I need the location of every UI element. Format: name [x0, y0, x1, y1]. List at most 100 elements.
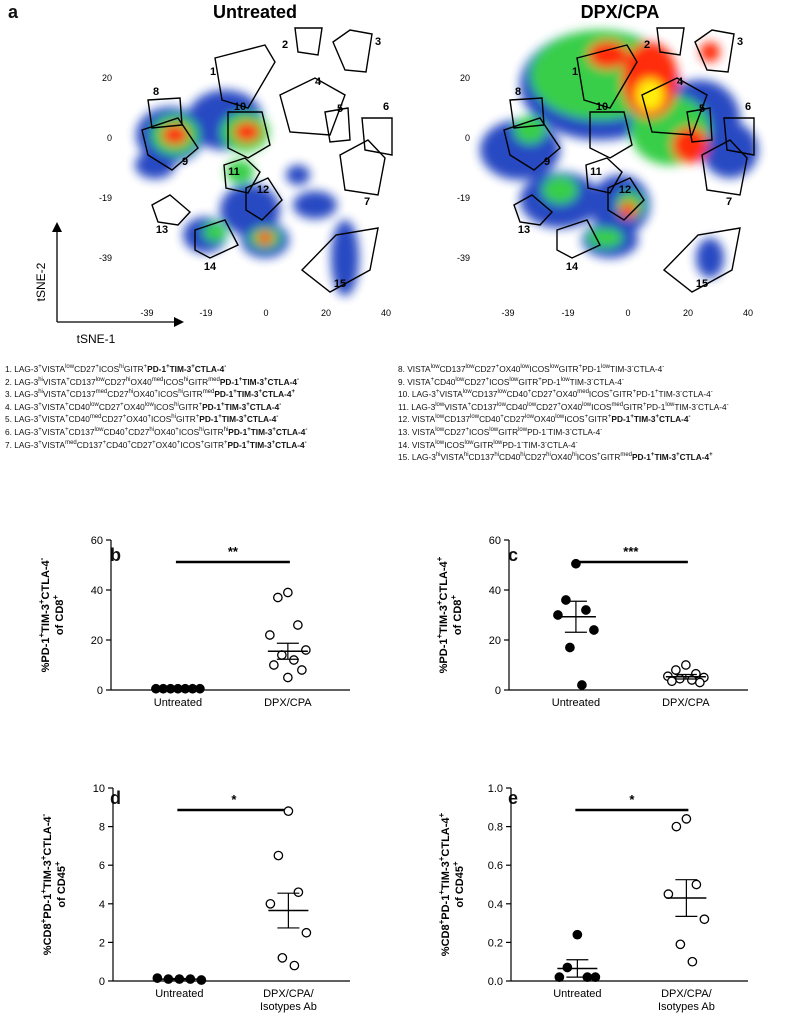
cluster-label-14: 14	[566, 261, 579, 273]
data-point	[289, 655, 299, 665]
tsne-y-tick: -19	[457, 193, 470, 203]
data-point	[301, 927, 312, 938]
data-point	[277, 952, 288, 963]
cluster-gate-10	[589, 111, 633, 159]
y-tick-label: 0.0	[488, 976, 503, 988]
significance-label: *	[231, 792, 237, 807]
legend-line: 15. LAG-3hiVISTAhiCD137hiCD40hiCD27hiOX4…	[398, 452, 713, 463]
cluster-legend-right: 8. VISTAlowCD137lowCD27+OX40lowICOSlowGI…	[398, 363, 729, 464]
tsne-y-tick: 0	[465, 133, 470, 143]
cluster-label-2: 2	[282, 39, 288, 51]
y-tick-label: 2	[99, 937, 105, 949]
data-point	[687, 956, 698, 967]
data-point	[152, 973, 163, 983]
significance-label: **	[228, 544, 239, 559]
cluster-label-10: 10	[234, 101, 246, 113]
cluster-label-1: 1	[572, 66, 578, 78]
y-axis-label-2: of CD45+	[451, 861, 466, 908]
tsne-x-tick: 20	[321, 308, 331, 318]
data-point	[691, 879, 702, 890]
data-point	[283, 672, 293, 683]
data-point	[561, 595, 571, 605]
y-tick-label: 4	[99, 899, 105, 911]
cluster-gate-9	[503, 117, 561, 171]
cluster-label-10: 10	[596, 101, 608, 113]
density-blob	[286, 165, 310, 185]
density-blob	[696, 238, 724, 278]
tsne-y-tick: 20	[460, 73, 470, 83]
data-point	[277, 650, 287, 660]
cluster-gate-6	[723, 117, 755, 156]
data-point	[699, 914, 710, 925]
scatter-plot-b: 0 20 40 60 Untreated DPX/CPA ** %PD-1+TIM-3+CTL…	[37, 535, 350, 709]
data-point	[671, 665, 681, 675]
density-layer	[135, 90, 359, 296]
x-category-label: Untreated	[154, 697, 202, 709]
cluster-legend-left: 1. LAG-3+VISTAlowCD27+ICOShiGITR+PD-1+TI…	[5, 363, 307, 451]
cluster-gate-14	[194, 219, 239, 259]
data-point	[562, 962, 573, 973]
x-category-label: Untreated	[553, 988, 601, 1000]
density-blob	[293, 191, 337, 219]
cluster-gate-11	[585, 157, 623, 194]
data-point	[293, 620, 303, 630]
x-category-label: DPX/CPA/	[263, 988, 314, 1000]
data-point	[571, 558, 581, 569]
density-blob	[636, 79, 664, 111]
cluster-label-2: 2	[644, 39, 650, 51]
y-axis-label: %CD8+PD-1+TIM-3+CTLA-4+	[437, 812, 452, 956]
density-blob	[542, 176, 578, 204]
x-category-label: DPX/CPA/	[661, 988, 712, 1000]
cluster-gate-4	[279, 77, 346, 136]
cluster-label-3: 3	[737, 36, 743, 48]
x-category-label: Isotypes Ab	[658, 1001, 715, 1013]
cluster-label-4: 4	[677, 76, 684, 88]
cluster-gate-12	[245, 177, 283, 221]
tsne-x-tick: -19	[199, 308, 212, 318]
cluster-label-11: 11	[228, 166, 240, 178]
tsne-x-tick: 40	[743, 308, 753, 318]
y-tick-label: 0.6	[488, 860, 503, 872]
data-point	[289, 960, 300, 971]
cluster-label-14: 14	[204, 261, 217, 273]
panel-label-d: d	[110, 788, 121, 808]
tsne-x-label: tSNE-1	[77, 332, 116, 346]
cluster-gate-2	[294, 27, 323, 56]
significance-label: *	[629, 792, 635, 807]
cluster-label-7: 7	[726, 196, 732, 208]
cluster-gate-10	[227, 111, 271, 159]
data-point	[265, 898, 276, 909]
y-tick-label: 0	[99, 976, 105, 988]
tsne-y-tick: -19	[99, 193, 112, 203]
legend-line: 9. VISTA+CD40lowCD27+ICOSlowGITR+PD-1low…	[398, 376, 624, 387]
cluster-label-6: 6	[383, 101, 389, 113]
cluster-gate-6	[361, 117, 393, 156]
density-blob	[162, 125, 188, 145]
cluster-label-15: 15	[696, 278, 708, 290]
tsne-title-untreated: Untreated	[213, 2, 297, 22]
tsne-y-tick: -39	[99, 253, 112, 263]
data-point	[283, 806, 294, 817]
data-point	[577, 680, 587, 690]
y-tick-label: 40	[489, 585, 501, 597]
data-point	[265, 630, 275, 640]
data-point	[273, 850, 284, 861]
legend-line: 13. VISTAlowCD27+ICOSlowGITRlowPD-1-TIM-…	[398, 426, 603, 437]
tsne-x-arrowhead	[174, 317, 184, 327]
density-blob	[331, 220, 359, 296]
density-blob	[257, 232, 273, 244]
cluster-label-11: 11	[590, 166, 602, 178]
cluster-gate-2	[656, 27, 685, 56]
data-point	[695, 677, 705, 688]
cluster-gate-12	[607, 177, 645, 221]
data-point	[681, 814, 692, 824]
legend-line: 14. VISTAlowICOSlowGITRlowPD-1-TIM-3-CTL…	[398, 439, 578, 450]
cluster-gate-13	[151, 194, 192, 226]
tsne-x-tick: 0	[263, 308, 268, 318]
y-axis-label: %PD-1+TIM-3+CTLA-4+	[435, 556, 450, 673]
panel-label-a: a	[8, 2, 19, 22]
